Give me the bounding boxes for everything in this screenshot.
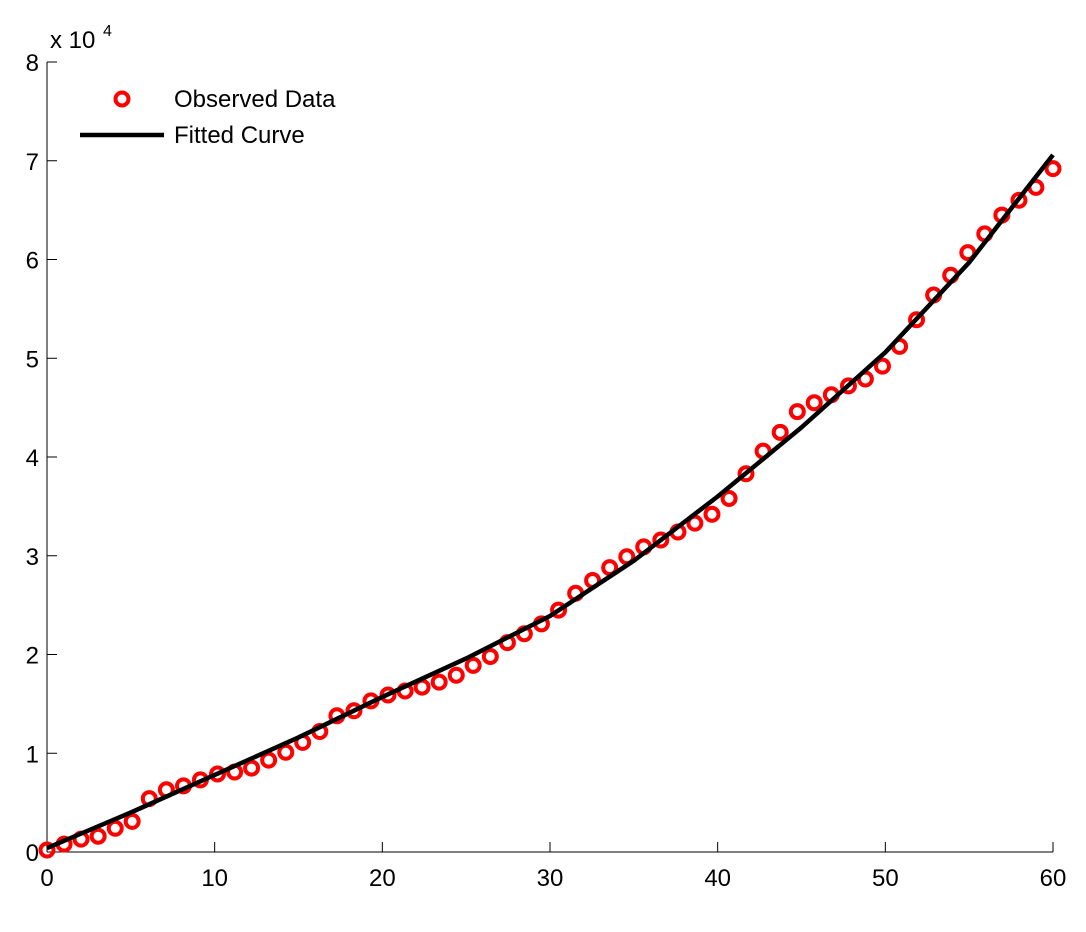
data-point bbox=[430, 673, 448, 691]
x-tick-label: 50 bbox=[872, 865, 899, 892]
y-multiplier-exponent: 4 bbox=[103, 23, 112, 40]
x-tick-label: 20 bbox=[369, 865, 396, 892]
data-point bbox=[260, 751, 278, 769]
y-multiplier: x 10 bbox=[50, 27, 95, 54]
data-point bbox=[38, 841, 56, 859]
data-point bbox=[89, 827, 107, 845]
y-tick-label: 5 bbox=[26, 346, 39, 373]
y-tick-label: 0 bbox=[26, 840, 39, 867]
y-tick-label: 7 bbox=[26, 149, 39, 176]
legend-label: Fitted Curve bbox=[174, 122, 305, 149]
x-tick-label: 10 bbox=[201, 865, 228, 892]
data-point bbox=[243, 759, 261, 777]
data-point bbox=[481, 647, 499, 665]
data-point bbox=[805, 394, 823, 412]
x-tick-label: 60 bbox=[1040, 865, 1067, 892]
data-point bbox=[209, 765, 227, 783]
data-point bbox=[123, 812, 141, 830]
y-tick-label: 8 bbox=[26, 50, 39, 77]
y-tick-label: 3 bbox=[26, 544, 39, 571]
data-point bbox=[839, 377, 857, 395]
y-tick-label: 6 bbox=[26, 248, 39, 275]
data-point bbox=[703, 505, 721, 523]
data-point bbox=[345, 702, 363, 720]
fitted-curve bbox=[46, 153, 1055, 851]
data-point bbox=[464, 656, 482, 674]
legend-label: Observed Data bbox=[174, 86, 336, 113]
data-point bbox=[788, 403, 806, 421]
data-point bbox=[447, 666, 465, 684]
data-point bbox=[873, 357, 891, 375]
data-point bbox=[737, 465, 755, 483]
data-point bbox=[652, 531, 670, 549]
legend-marker bbox=[113, 90, 131, 108]
y-tick-label: 2 bbox=[26, 643, 39, 670]
x-tick-label: 30 bbox=[537, 865, 564, 892]
data-point bbox=[550, 601, 568, 619]
y-tick-label: 1 bbox=[26, 741, 39, 768]
data-point bbox=[1044, 160, 1062, 178]
data-point bbox=[1010, 191, 1028, 209]
data-point bbox=[106, 819, 124, 837]
x-tick-label: 0 bbox=[40, 865, 53, 892]
y-tick-label: 4 bbox=[26, 445, 39, 472]
data-point bbox=[908, 311, 926, 329]
data-point bbox=[771, 423, 789, 441]
data-point bbox=[720, 489, 738, 507]
x-tick-label: 40 bbox=[704, 865, 731, 892]
data-point bbox=[277, 743, 295, 761]
